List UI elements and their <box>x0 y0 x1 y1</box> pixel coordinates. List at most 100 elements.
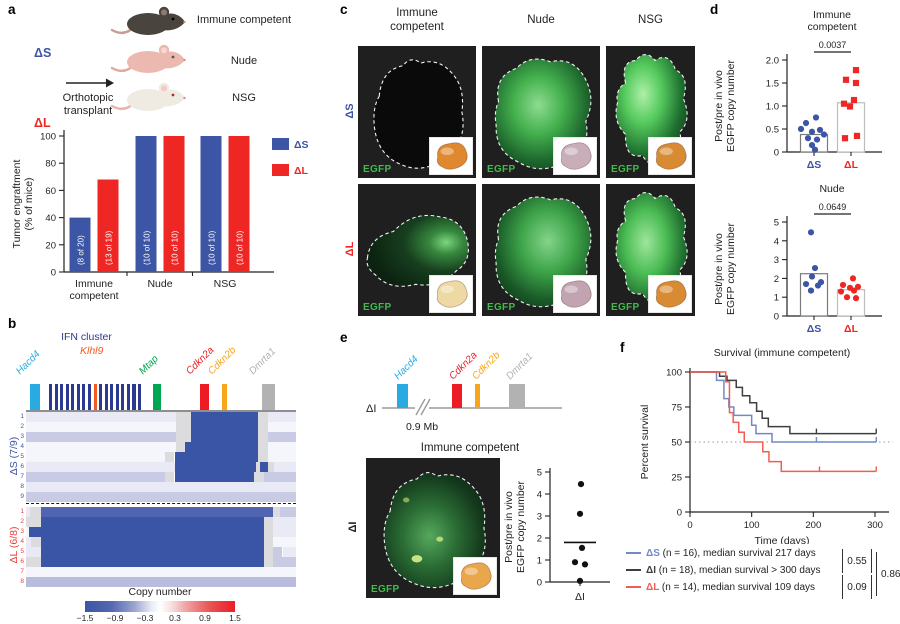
data-point <box>839 281 847 289</box>
data-point <box>852 79 860 87</box>
svg-text:1.5: 1.5 <box>766 79 779 90</box>
tumor-fluorescence-blob <box>358 184 476 316</box>
legend-series-name: ΔL <box>646 582 662 593</box>
tumor-photo-blob <box>655 142 687 170</box>
row-label-ds: ΔS <box>344 103 356 119</box>
gene-track: IFN cluster Klhl9 Hacd4 Mtap Cdkn2a Cdkn2b Dmr… <box>15 330 296 412</box>
inset-photo <box>429 137 473 175</box>
data-point <box>849 275 857 282</box>
heatmap-row <box>26 472 296 482</box>
heatmap-row <box>26 577 296 587</box>
heatmap-row <box>26 492 296 502</box>
tumor-photo-blob <box>560 142 592 170</box>
gene-bar-mtap <box>152 384 161 410</box>
svg-text:2: 2 <box>537 534 542 545</box>
inset-photo <box>648 275 692 313</box>
svg-text:100: 100 <box>744 520 760 531</box>
heatmap-row-number: 3 <box>20 528 24 535</box>
gene-label-hacd4: Hacd4 <box>392 354 421 383</box>
bar-count-label: (10 of 10) <box>143 230 152 265</box>
egfp-label: EGFP <box>363 302 392 313</box>
y-axis-label: Percent survival <box>639 405 651 480</box>
gene-bar-cdkn2b <box>475 384 480 408</box>
engraftment-bar-chart: Tumor engraftment (% of mice) 0 20 40 60 80 100… <box>11 130 309 302</box>
panel-b-label: b <box>8 316 17 331</box>
ifn-cluster-bar <box>82 384 86 410</box>
p-value-di-vs-dl: 0.09 <box>842 575 872 599</box>
svg-text:0: 0 <box>537 578 542 589</box>
legend-row: ΔS (n = 16), median survival 217 days <box>626 548 898 565</box>
colorbar-tick: 1.5 <box>229 613 241 623</box>
data-point <box>816 126 824 134</box>
tumor-photo-blob <box>436 280 468 308</box>
heatmap-row-number: 6 <box>20 558 24 565</box>
data-point <box>797 125 805 133</box>
gene-label-dmrta1: Dmrta1 <box>504 351 535 382</box>
x-axis-label: Time (days) <box>754 535 809 544</box>
ifn-cluster-bar <box>121 384 125 410</box>
panel-a-label: a <box>8 2 16 17</box>
gene-bar-hacd4 <box>397 384 408 408</box>
egfp-label: EGFP <box>611 164 640 175</box>
gene-bar-cdkn2b <box>221 384 227 410</box>
heatmap-row-number: 9 <box>20 493 24 500</box>
ifn-cluster-bar <box>65 384 69 410</box>
ifn-cluster-bar <box>99 384 103 410</box>
heatmap-row-number: 2 <box>20 423 24 430</box>
data-point <box>808 142 816 149</box>
svg-text:80: 80 <box>45 159 56 170</box>
gene-label-hacd4: Hacd4 <box>14 348 43 378</box>
heatmap-row-number: 2 <box>20 518 24 525</box>
legend-row: ΔI (n = 18), median survival > 300 days <box>626 565 898 582</box>
data-point <box>576 510 584 517</box>
svg-text:4: 4 <box>537 490 542 501</box>
heatmap-row <box>26 517 296 527</box>
heatmap-row <box>26 527 296 537</box>
survival-curve-chart: Survival (immune competent) Percent survi… <box>639 347 893 544</box>
legend-dash-icon <box>626 552 641 555</box>
gene-bar-cdkn2a <box>452 384 462 408</box>
gene-label-dmrta1: Dmrta1 <box>246 346 278 378</box>
mean-bar <box>799 273 829 317</box>
data-point <box>571 559 579 566</box>
data-point <box>576 577 584 584</box>
heatmap-row-number: 1 <box>20 413 24 420</box>
bar-count-label: (10 of 10) <box>171 230 180 265</box>
svg-text:200: 200 <box>805 520 821 531</box>
legend-series-name: ΔI <box>646 565 659 576</box>
svg-text:100: 100 <box>666 368 682 379</box>
egfp-label: EGFP <box>487 302 516 313</box>
egfp-label: EGFP <box>487 164 516 175</box>
egfp-label: EGFP <box>363 164 392 175</box>
mouse-label-nude: Nude <box>230 55 258 67</box>
svg-text:5: 5 <box>774 218 779 229</box>
egfp-image-dl-immune-competent: EGFP <box>358 184 476 316</box>
heatmap-row-number: 4 <box>20 538 24 545</box>
heatmap-row <box>26 432 296 442</box>
scale-label: 0.9 Mb <box>406 421 438 433</box>
ifn-cluster-bar <box>126 384 130 410</box>
svg-text:0: 0 <box>51 268 56 279</box>
data-point <box>807 229 815 236</box>
heatmap-group-divider <box>26 503 296 504</box>
heatmap-row <box>26 557 296 567</box>
heatmap-row-number: 8 <box>20 578 24 585</box>
heatmap-row <box>26 507 296 517</box>
row-label-dl: ΔL <box>344 241 356 257</box>
survival-curve-ΔI <box>690 371 877 435</box>
data-point <box>814 282 822 289</box>
track-baseline <box>26 410 296 412</box>
heatmap-row-number: 4 <box>20 443 24 450</box>
x-category-label: Nude <box>147 278 172 290</box>
ifn-cluster-bar <box>76 384 80 410</box>
data-point <box>808 128 816 135</box>
y-axis-label: EGFP copy number <box>725 222 737 315</box>
svg-text:4: 4 <box>774 236 779 247</box>
svg-text:3: 3 <box>774 255 779 266</box>
svg-text:1: 1 <box>537 556 542 567</box>
ifn-cluster-bar <box>110 384 114 410</box>
ifn-cluster-bar <box>71 384 75 410</box>
ifn-cluster-bar <box>132 384 136 410</box>
orthotopic-label-line1: Orthotopic <box>62 92 114 104</box>
